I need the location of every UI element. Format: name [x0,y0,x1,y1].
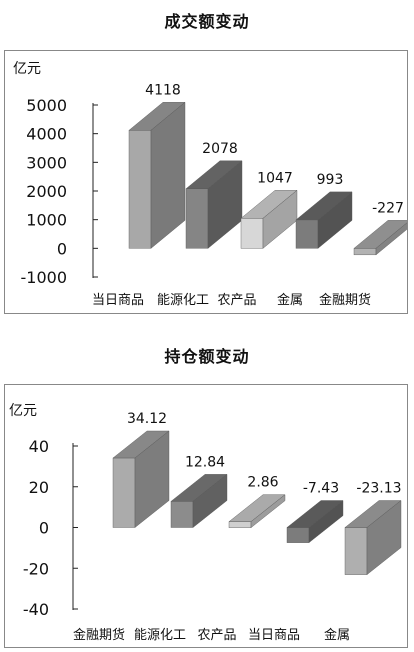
data-label: 993 [317,172,344,188]
bar-front [240,218,264,249]
y-tick-label: 40 [29,437,49,456]
bar-front [185,188,209,249]
bar-front [344,527,368,575]
y-tick-label: 4000 [26,125,67,144]
data-label: -227 [372,200,404,216]
chart-title-open-interest: 持仓额变动 [164,347,250,366]
category-label: 金属 [324,627,350,643]
data-label: -7.43 [303,481,339,497]
bar-side [308,500,344,544]
y-tick-label: -1000 [21,268,68,287]
data-label: 2078 [202,141,238,157]
category-label: 金融期货 [73,627,125,643]
category-label: 能源化工 [157,293,209,308]
chart-panel-turnover: 亿元 -1000 0 1000 2000 3000 4000 5000 4118 当日商品 2078… [4,50,408,314]
category-label: 当日商品 [92,293,144,308]
y-tick-label: 0 [57,239,67,258]
category-label: 当日商品 [248,628,300,643]
chart-turnover: 亿元 -1000 0 1000 2000 3000 4000 5000 4118 当日商品 2078… [13,61,407,308]
unit-label: 亿元 [13,61,41,77]
chart-panel-open-interest: 亿元 -40 -20 0 20 40 34.12 金融期货 12.84 能源化工 2.86 农产品 -7… [4,384,408,648]
bar-front [228,521,252,528]
data-label: 34.12 [127,411,167,427]
y-tick-label: 3000 [26,153,67,172]
chart-title-turnover: 成交额变动 [164,12,250,31]
y-tick-label: 1000 [26,211,67,230]
y-tick-label: -40 [23,600,49,619]
bar-side [250,494,286,529]
bar-side [317,191,353,249]
data-label: 4118 [145,82,181,98]
chart-open-interest: 亿元 -40 -20 0 20 40 34.12 金融期货 12.84 能源化工 2.86 农产品 -7… [9,403,402,643]
y-tick-label: -20 [23,559,49,578]
category-label: 农产品 [197,628,236,643]
category-label: 金融期货 [319,292,371,308]
category-label: 能源化工 [134,628,186,643]
y-tick-label: 5000 [26,96,67,115]
y-tick-label: 0 [39,519,49,538]
unit-label: 亿元 [9,403,37,419]
category-label: 农产品 [217,293,256,308]
bar-front [112,457,136,528]
data-label: -23.13 [356,481,401,497]
bar-side [134,430,170,528]
data-label: 2.86 [247,475,278,491]
data-label: 12.84 [185,454,225,470]
bar-front [128,130,152,249]
bar-side [366,500,402,576]
bar-front [353,248,377,256]
y-tick-label: 20 [29,478,49,497]
category-label: 金属 [277,292,303,308]
bar-front [295,219,319,249]
bar-front [286,527,310,543]
bar-front [170,501,194,528]
bar-side [192,473,228,528]
data-label: 1047 [257,170,293,186]
y-tick-label: 2000 [26,182,67,201]
bar-top [353,220,407,249]
bar-side [150,101,186,249]
bar-side [375,222,407,256]
